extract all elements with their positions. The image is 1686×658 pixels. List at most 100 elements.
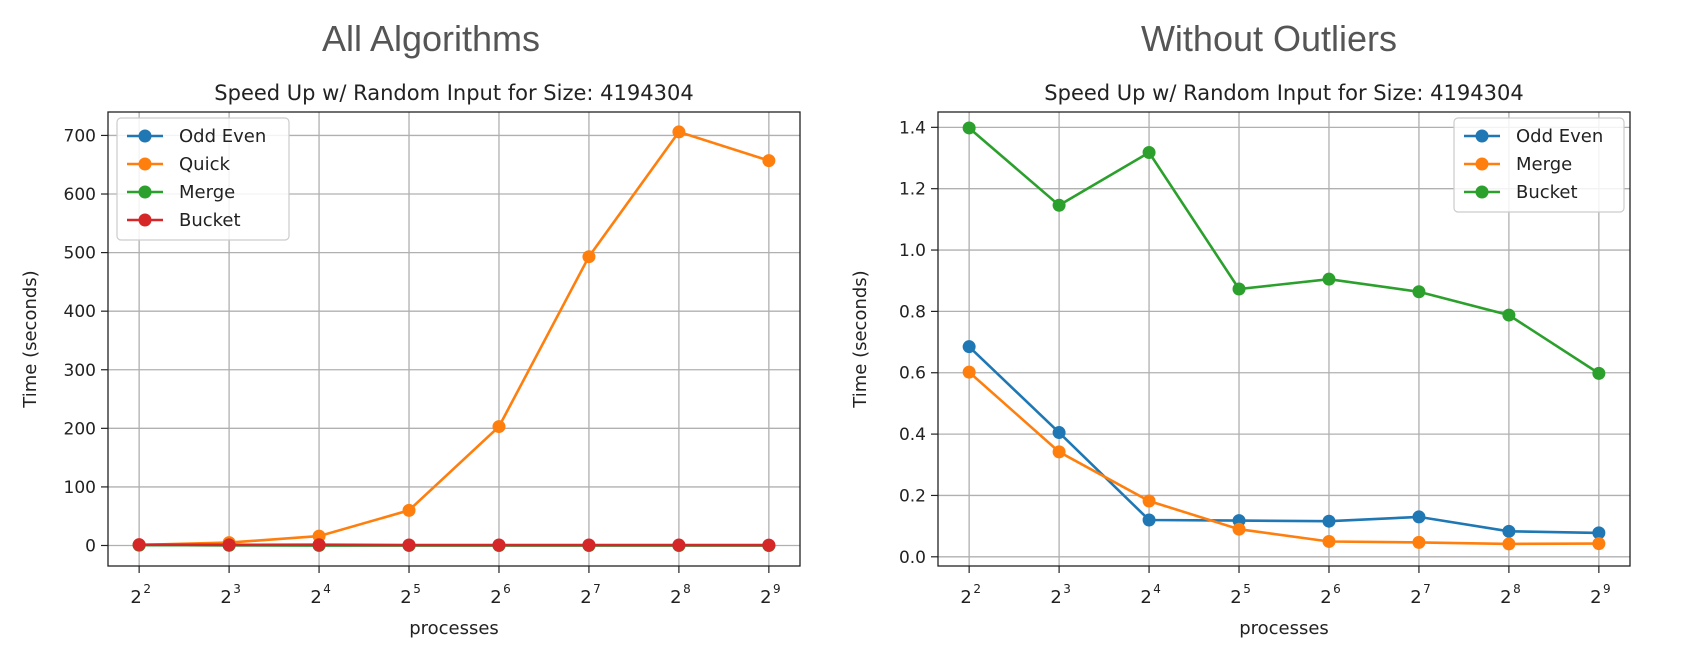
x-tick-label-exponent: 4 [323,582,331,596]
legend-label: Odd Even [1516,126,1603,147]
y-tick-label: 700 [64,126,96,146]
x-tick-label-base: 2 [760,587,771,608]
y-tick-label: 400 [64,302,96,322]
legend-label: Odd Even [179,126,266,147]
legend-label: Bucket [179,210,241,231]
data-point [962,121,976,135]
data-point [1322,514,1336,528]
x-axis-label: processes [1239,618,1329,639]
x-tick-label-exponent: 2 [973,582,981,596]
y-tick-label: 1.4 [899,118,926,138]
legend-box [116,117,290,241]
x-tick-label-base: 2 [1410,587,1421,608]
data-point [762,154,776,168]
x-tick-label-exponent: 9 [773,582,781,596]
right-panel-heading: Without Outliers [1140,18,1398,59]
x-tick-label-base: 2 [1500,587,1511,608]
data-point [1232,282,1246,296]
x-tick-label-exponent: 8 [683,582,691,596]
x-tick-label-exponent: 6 [503,582,511,596]
chart-title: Speed Up w/ Random Input for Size: 41943… [1044,81,1523,105]
chart-right: Speed Up w/ Random Input for Size: 41943… [850,81,1631,639]
legend-marker [1475,129,1489,143]
y-axis-label: Time (seconds) [850,270,871,408]
data-point [1052,198,1066,212]
data-point [1592,526,1606,540]
x-tick-label-exponent: 3 [233,582,241,596]
y-tick-label: 300 [64,361,96,381]
data-point [402,538,416,552]
x-tick-label-base: 2 [1140,587,1151,608]
legend-label: Merge [179,182,235,203]
x-tick-label-exponent: 9 [1603,582,1611,596]
x-tick-label-exponent: 5 [1243,582,1251,596]
data-point [1502,537,1516,551]
data-point [1142,494,1156,508]
legend-label: Merge [1516,154,1572,175]
x-tick-label-base: 2 [490,587,501,608]
y-tick-label: 100 [64,478,96,498]
data-point [1142,145,1156,159]
chart-left: Speed Up w/ Random Input for Size: 41943… [20,81,801,639]
plot-frame [937,111,1631,567]
y-tick-label: 1.2 [899,180,926,200]
series-line-1 [968,371,1599,546]
data-point [492,420,506,434]
series-line-1 [139,130,770,547]
x-tick-label-base: 2 [580,587,591,608]
data-point [312,538,326,552]
data-point [582,538,596,552]
data-point [402,503,416,517]
data-point [222,538,236,552]
x-tick-label-exponent: 2 [143,582,151,596]
y-tick-label: 0.6 [899,364,926,384]
data-point [1592,366,1606,380]
legend-label: Quick [179,154,230,175]
x-tick-label-exponent: 4 [1153,582,1161,596]
data-point [1232,522,1246,536]
series-line-0 [968,345,1599,535]
data-point [132,538,146,552]
x-tick-label-base: 2 [1230,587,1241,608]
data-point [1052,426,1066,440]
data-point [1502,308,1516,322]
x-axis-label: processes [409,618,499,639]
y-tick-label: 0.4 [899,425,926,445]
data-point [1412,285,1426,299]
x-tick-label-base: 2 [1320,587,1331,608]
x-tick-label-base: 2 [220,587,231,608]
series-line-2 [968,127,1600,375]
legend-marker [138,129,152,143]
x-tick-label-base: 2 [310,587,321,608]
data-point [492,538,506,552]
x-tick-label-exponent: 3 [1063,582,1071,596]
legend-marker [138,213,152,227]
x-tick-label-exponent: 6 [1333,582,1341,596]
y-tick-label: 1.0 [899,241,926,261]
legend-marker [1475,185,1489,199]
x-tick-label-exponent: 5 [413,582,421,596]
legend-box [1453,117,1625,213]
x-tick-label-exponent: 7 [593,582,601,596]
data-point [1502,524,1516,538]
data-point [582,250,596,264]
x-tick-label-base: 2 [670,587,681,608]
y-tick-label: 0.0 [899,548,926,568]
data-point [1412,510,1426,524]
y-tick-label: 0.8 [899,302,926,322]
plot-frame [107,111,801,567]
data-point [672,125,686,139]
data-point [1412,535,1426,549]
data-point [762,538,776,552]
data-point [962,365,976,379]
x-tick-label-exponent: 7 [1423,582,1431,596]
data-point [672,538,686,552]
y-tick-label: 0.2 [899,486,926,506]
x-tick-label-base: 2 [130,587,141,608]
legend-marker [138,157,152,171]
chart-title: Speed Up w/ Random Input for Size: 41943… [214,81,693,105]
data-point [1322,272,1336,286]
y-tick-label: 500 [64,244,96,264]
x-tick-label-exponent: 8 [1513,582,1521,596]
legend-label: Bucket [1516,182,1578,203]
